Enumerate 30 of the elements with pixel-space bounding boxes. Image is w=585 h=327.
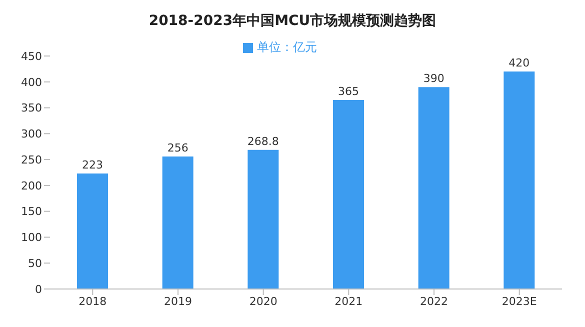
data-label: 256 [167, 141, 188, 154]
y-tick-label: 450 [21, 50, 42, 63]
data-label: 390 [423, 72, 444, 86]
y-tick-label: 100 [21, 231, 42, 244]
x-tick-label: 2020 [249, 294, 278, 308]
y-tick-label: 350 [21, 102, 42, 115]
bar [248, 150, 279, 289]
x-tick-label: 2023E [502, 294, 537, 308]
bar [504, 72, 535, 289]
data-label: 268.8 [247, 134, 279, 148]
data-label: 223 [82, 158, 103, 172]
x-tick-label: 2018 [78, 294, 107, 308]
y-tick-label: 250 [21, 153, 42, 166]
y-tick-label: 400 [21, 76, 42, 89]
x-tick-label: 2019 [164, 294, 192, 308]
y-tick-label: 200 [21, 179, 42, 192]
bar [333, 100, 364, 289]
y-tick-label: 50 [28, 257, 42, 270]
bar [162, 156, 194, 289]
data-label: 420 [508, 56, 530, 70]
data-label: 365 [338, 85, 359, 98]
y-tick-label: 300 [21, 128, 42, 141]
chart-title: 2018-2023年中国MCU市场规模预测趋势图 [148, 12, 438, 31]
legend-label: 单位：亿元 [257, 40, 317, 54]
y-tick-label: 0 [35, 282, 42, 296]
y-tick-label: 150 [21, 205, 42, 218]
x-tick-label: 2022 [420, 294, 448, 308]
x-tick-label: 2021 [334, 294, 363, 308]
bar [418, 87, 450, 289]
bar [77, 174, 108, 289]
